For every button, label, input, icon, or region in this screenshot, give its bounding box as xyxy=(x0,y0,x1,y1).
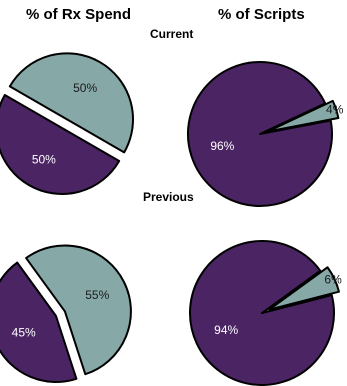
pie-current-rx-spend: 50% 50% xyxy=(0,52,134,195)
pie-slice-current-scripts-0 xyxy=(266,99,340,133)
pie-previous-scripts: 6% 94% xyxy=(189,240,342,386)
column-title-rx-spend: % of Rx Spend xyxy=(26,6,132,23)
pie-slice-current-rx-spend-1 xyxy=(0,94,121,195)
pie-previous-rx-spend: 55% 45% xyxy=(0,244,132,383)
pie-slice-current-scripts-1 xyxy=(187,61,333,207)
pie-label-previous-rx-spend-0: 55% xyxy=(85,288,109,302)
pie-label-current-rx-spend-1: 50% xyxy=(32,152,56,166)
pie-label-previous-rx-spend-1: 45% xyxy=(12,325,36,339)
pie-slice-previous-rx-spend-1 xyxy=(0,261,78,383)
pie-label-current-scripts-0: 4% xyxy=(326,103,344,117)
pie-slice-previous-rx-spend-0 xyxy=(25,244,132,376)
pie-slice-previous-scripts-0 xyxy=(268,266,340,311)
pie-label-previous-scripts-0: 6% xyxy=(324,273,342,287)
column-title-scripts: % of Scripts xyxy=(218,6,305,23)
pie-slice-current-rx-spend-0 xyxy=(8,52,134,154)
pie-label-current-scripts-1: 96% xyxy=(210,139,234,153)
pie-current-scripts: 4% 96% xyxy=(187,61,344,207)
row-title-previous: Previous xyxy=(143,190,194,204)
pie-label-current-rx-spend-0: 50% xyxy=(73,81,97,95)
row-title-current: Current xyxy=(150,27,194,41)
pie-slice-previous-scripts-1 xyxy=(189,240,335,386)
pie-label-previous-scripts-1: 94% xyxy=(214,323,238,337)
